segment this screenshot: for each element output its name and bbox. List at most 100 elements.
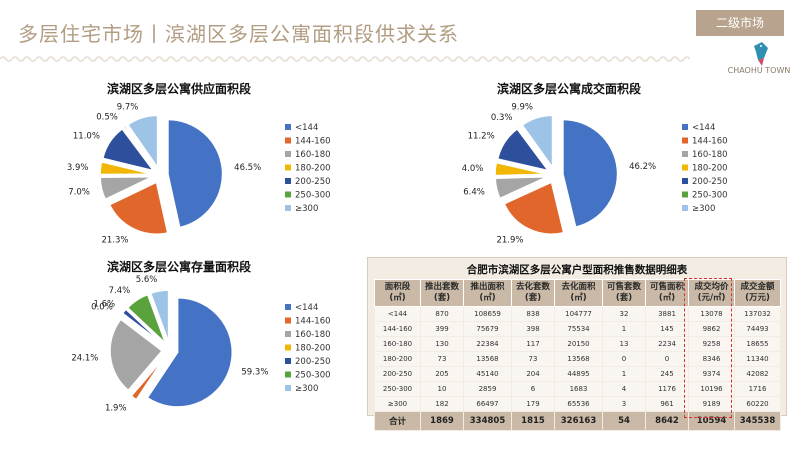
- table-cell: 3: [602, 396, 646, 412]
- table-cell: 0: [602, 351, 646, 367]
- table-cell: 204: [511, 366, 555, 382]
- table-cell: 182: [420, 396, 464, 412]
- stock-legend-label: <144: [295, 303, 318, 313]
- deal-legend-swatch: [682, 164, 688, 171]
- deal-legend-swatch: [682, 137, 688, 144]
- table-cell: 73: [511, 351, 555, 367]
- supply-slice-250-300: [123, 124, 156, 169]
- table-cell: 75534: [554, 321, 603, 337]
- detail-table-panel: 合肥市滨湖区多层公寓户型面积推售数据明细表 面积段 (㎡) 推出套数 (套) 推出面积(…: [367, 257, 787, 431]
- deal-data-label: 46.2%: [629, 162, 656, 172]
- table-cell: 144-160: [374, 321, 421, 337]
- stock-slice-160-180: [109, 318, 164, 392]
- table-cell: 73: [420, 351, 464, 367]
- supply-legend-label: 200-250: [295, 177, 331, 187]
- table-row: 160-180 130 22384 117 20150 13 2234 9258 18655: [374, 336, 781, 352]
- table-total-cell: 8642: [645, 411, 689, 431]
- deal-data-label: 0.3%: [491, 113, 513, 123]
- stock-legend-swatch: [285, 371, 291, 378]
- supply-slice-200-250: [101, 127, 156, 172]
- table-cell: 11340: [734, 351, 781, 367]
- table-cell: 838: [511, 306, 555, 322]
- table-total-cell: 1869: [420, 411, 464, 431]
- supply-legend-swatch: [285, 137, 291, 144]
- table-cell: 961: [645, 396, 689, 412]
- table-cell: 9258: [688, 336, 735, 352]
- supply-legend-label: 144-160: [295, 137, 331, 147]
- supply-legend-label: <144: [295, 123, 318, 133]
- stock-data-label: 7.4%: [109, 286, 131, 296]
- table-total-cell: 334805: [463, 411, 512, 431]
- table-cell: 32: [602, 306, 646, 322]
- table-cell: 1683: [554, 381, 603, 397]
- deal-legend-label: 180-200: [692, 164, 728, 174]
- deal-data-label: 4.0%: [462, 164, 484, 174]
- stock-legend-swatch: [285, 385, 291, 391]
- table-total-cell: 345538: [734, 411, 781, 431]
- supply-slice-180-200: [99, 160, 153, 176]
- deal-data-label: 9.9%: [511, 102, 533, 112]
- table-total-cell: 10594: [688, 411, 735, 431]
- table-column-header: 成交均价 (元/㎡): [688, 279, 735, 307]
- table-cell: 1: [602, 321, 646, 337]
- table-title: 合肥市滨湖区多层公寓户型面积推售数据明细表: [466, 264, 688, 276]
- table-row: 250-300 10 2859 6 1683 4 1176 10196 1716: [374, 381, 781, 397]
- table-total-cell: 54: [602, 411, 646, 431]
- deal-slice-180-200: [494, 161, 548, 177]
- table-cell: 74493: [734, 321, 781, 337]
- page-title: 多层住宅市场丨滨湖区多层公寓面积段供求关系: [18, 22, 459, 46]
- stock-slice-144-160: [130, 355, 166, 401]
- stock-slice-≥300: [149, 289, 170, 343]
- table-cell: 20150: [554, 336, 603, 352]
- deal-slice-160-180: [494, 176, 548, 200]
- deal-data-label: 11.2%: [468, 132, 495, 142]
- table-cell: 3881: [645, 306, 689, 322]
- table-cell: 13: [602, 336, 646, 352]
- stock-legend-swatch: [285, 317, 291, 324]
- table-column-header: 去化面积 (㎡): [554, 279, 603, 307]
- table-cell: 1: [602, 366, 646, 382]
- supply-data-label: 0.5%: [96, 113, 118, 123]
- table-cell: 1716: [734, 381, 781, 397]
- table-cell: 179: [511, 396, 555, 412]
- supply-slice-<144: [167, 118, 224, 229]
- table-cell: 13568: [463, 351, 512, 367]
- deal-data-label: 6.4%: [463, 187, 485, 197]
- deal-legend-label: <144: [692, 123, 715, 133]
- supply-data-label: 9.7%: [117, 102, 139, 112]
- table-cell: 130: [420, 336, 464, 352]
- table-cell: 22384: [463, 336, 512, 352]
- deal-slice-<144: [562, 118, 619, 229]
- table-cell: 104777: [554, 306, 603, 322]
- deal-slice-144-160: [503, 181, 565, 235]
- table-cell: 60220: [734, 396, 781, 412]
- stock-slice-200-250: [121, 308, 165, 346]
- table-cell: 10196: [688, 381, 735, 397]
- table-cell: 870: [420, 306, 464, 322]
- stock-legend-label: 160-180: [295, 330, 331, 340]
- table-cell: 42082: [734, 366, 781, 382]
- detail-table: 面积段 (㎡) 推出套数 (套) 推出面积 (㎡) 去化套数 (套) 去化面积 (㎡) 可售套数 (套…: [374, 279, 781, 431]
- stock-data-label: 1.6%: [93, 299, 115, 309]
- stock-data-label: 5.6%: [136, 275, 158, 285]
- deal-legend-swatch: [682, 151, 688, 157]
- table-total-cell: 合计: [374, 411, 421, 431]
- table-cell: <144: [374, 306, 421, 322]
- deal-slice-250-300: [518, 125, 551, 169]
- header-wave-divider: [0, 56, 690, 62]
- table-cell: 1176: [645, 381, 689, 397]
- table-cell: 398: [511, 321, 555, 337]
- table-cell: 4: [602, 381, 646, 397]
- supply-legend-swatch: [285, 191, 291, 198]
- table-column-header: 成交金额 (万元): [734, 279, 781, 307]
- supply-legend-label: ≥300: [295, 204, 318, 214]
- supply-legend-label: 160-180: [295, 150, 331, 160]
- deal-legend-label: 144-160: [692, 137, 728, 147]
- supply-legend-label: 180-200: [295, 164, 331, 174]
- supply-legend-swatch: [285, 164, 291, 171]
- table-column-header: 可售套数 (套): [602, 279, 646, 307]
- table-cell: 180-200: [374, 351, 421, 367]
- deal-data-label: 21.9%: [496, 236, 523, 246]
- stock-legend-swatch: [285, 358, 291, 364]
- deal-chart-title: 滨湖区多层公寓成交面积段: [497, 82, 642, 96]
